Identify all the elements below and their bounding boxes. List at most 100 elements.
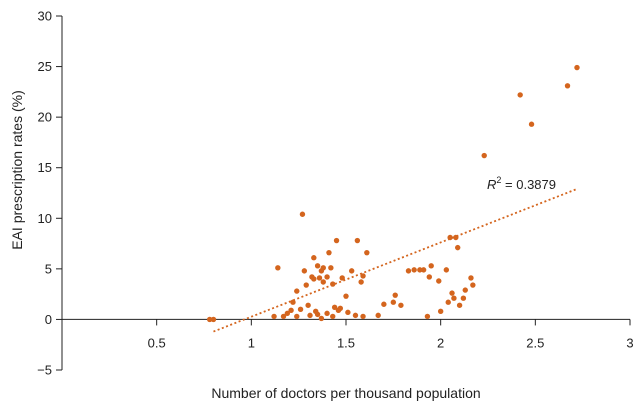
- data-point: [390, 299, 397, 305]
- data-point: [348, 268, 355, 274]
- y-axis-label: EAI prescription rates (%): [9, 90, 25, 250]
- data-point: [331, 304, 338, 310]
- data-point: [462, 287, 468, 293]
- x-tick-label: 1.5: [337, 335, 355, 350]
- data-point: [445, 299, 451, 305]
- data-point: [455, 244, 461, 251]
- data-points: [206, 64, 580, 323]
- y-tick-label: 0: [45, 312, 52, 327]
- r-value: = 0.3879: [501, 177, 556, 192]
- data-point: [468, 275, 474, 281]
- data-point: [420, 267, 427, 273]
- data-point: [337, 305, 344, 312]
- data-point: [481, 152, 487, 159]
- data-point: [354, 237, 361, 244]
- x-tick-label: 3: [626, 335, 633, 350]
- data-point: [364, 249, 370, 256]
- data-point: [330, 313, 336, 320]
- data-point: [443, 267, 450, 273]
- data-point: [451, 295, 457, 301]
- data-point: [343, 293, 349, 299]
- data-point: [305, 302, 311, 308]
- data-point: [320, 279, 326, 285]
- data-point: [424, 313, 431, 320]
- x-axis-label: Number of doctors per thousand populatio…: [211, 385, 480, 401]
- data-point: [318, 315, 325, 322]
- data-point: [297, 306, 304, 313]
- data-point: [307, 312, 313, 319]
- data-point: [470, 282, 476, 288]
- data-point: [456, 302, 463, 308]
- data-point: [381, 301, 387, 307]
- data-point: [326, 249, 332, 256]
- data-point: [275, 265, 281, 271]
- data-point: [411, 267, 417, 273]
- y-tick-label: 25: [38, 59, 52, 74]
- data-point: [316, 275, 323, 281]
- data-point: [324, 274, 330, 280]
- data-point: [330, 281, 336, 287]
- data-point: [290, 299, 296, 305]
- data-point: [294, 313, 300, 320]
- r-squared-annotation: R2 = 0.3879: [487, 175, 556, 192]
- data-point: [437, 308, 444, 315]
- data-point: [358, 279, 364, 285]
- data-point: [398, 302, 404, 308]
- r-exponent: 2: [496, 175, 501, 185]
- data-point: [360, 313, 366, 320]
- data-point: [460, 295, 467, 301]
- y-tick-label: −5: [37, 363, 52, 378]
- data-point: [320, 265, 326, 271]
- data-point: [528, 121, 535, 127]
- data-point: [417, 267, 423, 273]
- data-point: [288, 307, 294, 314]
- data-point: [453, 234, 459, 241]
- data-point: [328, 265, 334, 271]
- data-point: [333, 237, 340, 244]
- data-point: [339, 275, 345, 281]
- y-tick-label: 5: [45, 261, 52, 276]
- y-tick-label: 10: [38, 211, 52, 226]
- y-tick-label: 20: [38, 110, 52, 125]
- data-point: [294, 288, 300, 294]
- data-point: [447, 234, 453, 241]
- data-point: [210, 316, 217, 323]
- data-point: [574, 64, 580, 71]
- data-point: [345, 309, 351, 316]
- data-point: [405, 268, 412, 274]
- r-label: R: [487, 177, 496, 192]
- data-point: [449, 290, 455, 296]
- data-point: [314, 263, 321, 269]
- x-tick-label: 0.5: [148, 335, 166, 350]
- x-tick-label: 1: [248, 335, 255, 350]
- data-point: [564, 83, 571, 89]
- x-tick-label: 2: [437, 335, 444, 350]
- y-tick-label: 30: [38, 9, 52, 24]
- data-point: [206, 316, 213, 323]
- data-point: [360, 273, 366, 279]
- y-tick-label: 15: [38, 160, 52, 175]
- data-point: [311, 255, 317, 261]
- data-point: [517, 92, 523, 98]
- data-point: [284, 310, 291, 317]
- data-point: [314, 311, 321, 318]
- data-point: [392, 292, 398, 298]
- data-point: [428, 263, 434, 269]
- x-ticks: 0.5 1 1.5 2 2.5 3: [148, 319, 634, 350]
- data-point: [426, 274, 433, 280]
- axes: [61, 16, 630, 370]
- data-point: [324, 310, 330, 317]
- data-point: [299, 211, 306, 217]
- y-ticks: −5 0 5 10 15 20 25 30: [37, 9, 62, 378]
- data-point: [352, 312, 359, 319]
- data-point: [280, 313, 287, 320]
- data-point: [436, 278, 442, 284]
- trend-line: [213, 188, 578, 333]
- data-point: [375, 312, 381, 319]
- data-point: [301, 268, 308, 274]
- data-point: [303, 282, 309, 288]
- data-point: [311, 276, 317, 282]
- x-tick-label: 2.5: [526, 335, 544, 350]
- data-point: [271, 313, 277, 320]
